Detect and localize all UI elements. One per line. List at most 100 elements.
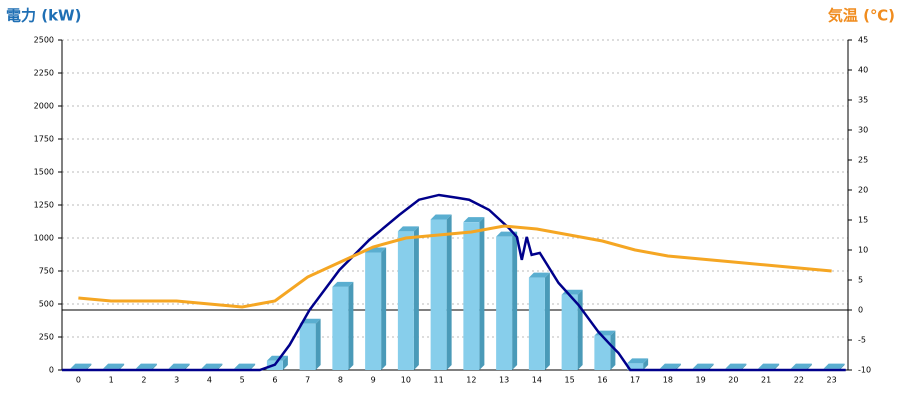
bar-side — [282, 355, 288, 370]
y2-tick-label: 15 — [858, 216, 868, 225]
bar — [561, 294, 578, 370]
bar-top — [823, 363, 845, 369]
bar-top — [790, 363, 812, 369]
bar-top — [758, 363, 780, 369]
y2-tick-label: 10 — [858, 246, 868, 255]
y-tick-label: 1250 — [34, 201, 54, 210]
bar-top — [70, 363, 92, 369]
bar-top — [397, 226, 419, 232]
bar-top — [627, 358, 649, 364]
bar-top — [135, 363, 157, 369]
x-tick-label: 21 — [761, 376, 771, 385]
y-tick-label: 0 — [49, 366, 54, 375]
bar-top — [234, 363, 256, 369]
x-tick-label: 4 — [207, 376, 212, 385]
x-tick-label: 16 — [597, 376, 607, 385]
y2-tick-label: -10 — [858, 366, 871, 375]
y-tick-label: 2500 — [34, 36, 54, 45]
x-tick-label: 17 — [630, 376, 640, 385]
bar-top — [463, 217, 485, 223]
x-tick-label: 10 — [401, 376, 411, 385]
y-tick-label: 2250 — [34, 69, 54, 78]
bar — [463, 222, 480, 370]
x-tick-label: 2 — [141, 376, 146, 385]
y-tick-label: 1000 — [34, 234, 54, 243]
y-tick-label: 750 — [39, 267, 54, 276]
x-tick-label: 0 — [76, 376, 81, 385]
y-tick-label: 250 — [39, 333, 54, 342]
y-tick-label: 500 — [39, 300, 54, 309]
bar-side — [479, 217, 485, 370]
bar-side — [708, 363, 714, 370]
x-tick-label: 12 — [466, 376, 476, 385]
bar-side — [151, 363, 157, 370]
bar-side — [315, 318, 321, 370]
bar-top — [168, 363, 190, 369]
bar-top — [692, 363, 714, 369]
bar — [496, 236, 513, 370]
bar-top — [528, 272, 550, 278]
y2-tick-label: 35 — [858, 96, 868, 105]
y-tick-label: 1500 — [34, 168, 54, 177]
y-axis-title: 電力 (kW) — [6, 7, 81, 25]
bar-side — [86, 363, 92, 370]
y2-tick-label: 30 — [858, 126, 868, 135]
x-tick-label: 11 — [434, 376, 444, 385]
bar — [627, 363, 644, 370]
x-tick-label: 1 — [109, 376, 114, 385]
y2-tick-label: 40 — [858, 66, 868, 75]
y2-tick-label: 20 — [858, 186, 868, 195]
y-tick-label: 2000 — [34, 102, 54, 111]
x-tick-label: 20 — [728, 376, 738, 385]
y2-tick-label: 5 — [858, 276, 863, 285]
bar-top — [103, 363, 125, 369]
bar-top — [332, 281, 354, 287]
y2-tick-label: 25 — [858, 156, 868, 165]
bar-side — [806, 363, 812, 370]
x-tick-label: 19 — [696, 376, 706, 385]
bar — [365, 252, 382, 370]
bar-side — [184, 363, 190, 370]
bar-side — [446, 214, 452, 370]
x-tick-label: 7 — [305, 376, 310, 385]
x-tick-label: 6 — [272, 376, 277, 385]
bar-side — [839, 363, 845, 370]
y-tick-label: 1750 — [34, 135, 54, 144]
bar-side — [250, 363, 256, 370]
bar-top — [201, 363, 223, 369]
x-tick-label: 5 — [240, 376, 245, 385]
bar-top — [430, 214, 452, 220]
x-tick-label: 8 — [338, 376, 343, 385]
bar-top — [266, 355, 288, 361]
temperature-line — [78, 224, 832, 309]
x-tick-label: 9 — [371, 376, 376, 385]
bar — [430, 219, 447, 370]
bar-side — [643, 358, 649, 370]
bar-side — [675, 363, 681, 370]
bar-side — [381, 247, 387, 370]
x-tick-label: 15 — [565, 376, 575, 385]
bar — [594, 335, 611, 370]
y2-tick-label: -5 — [858, 336, 866, 345]
bar — [332, 286, 349, 370]
bar-side — [413, 226, 419, 370]
bar — [528, 277, 545, 370]
y2-tick-label: 45 — [858, 36, 868, 45]
x-tick-label: 13 — [499, 376, 509, 385]
bar-top — [659, 363, 681, 369]
bar-side — [544, 272, 550, 370]
bar-side — [577, 289, 583, 370]
bar-side — [610, 330, 616, 370]
bar-side — [348, 281, 354, 370]
x-tick-label: 22 — [794, 376, 804, 385]
bar-side — [512, 231, 518, 370]
bar-side — [217, 363, 223, 370]
bar-side — [774, 363, 780, 370]
bar-top — [725, 363, 747, 369]
y2-tick-label: 0 — [858, 306, 863, 315]
bar — [397, 231, 414, 370]
x-tick-label: 3 — [174, 376, 179, 385]
x-tick-label: 23 — [827, 376, 837, 385]
power-line — [62, 193, 846, 372]
